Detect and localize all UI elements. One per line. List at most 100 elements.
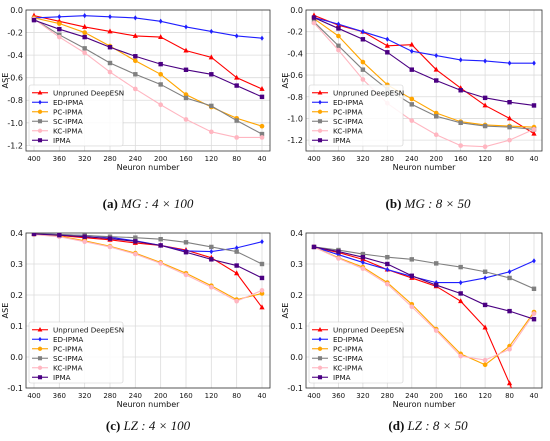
plot-area: [311, 12, 537, 150]
point-sc-ipma: [234, 118, 239, 123]
point-pc-ipma: [360, 59, 366, 65]
point-ipma: [360, 254, 366, 260]
legend-label: SC-IPMA: [53, 117, 83, 126]
x-tick-label: 160: [179, 392, 192, 400]
legend: Unpruned DeepESNED-IPMAPC-IPMASC-IPMAKC-…: [308, 321, 404, 384]
point-ed-ipma: [507, 269, 512, 275]
point-sc-ipma: [360, 67, 366, 72]
legend-label: ED-IPMA: [53, 335, 83, 344]
point-sc-ipma: [507, 275, 512, 281]
legend-label: SC-IPMA: [333, 354, 363, 363]
point-unpruned-deepesn: [531, 130, 537, 136]
x-tick-label: 360: [53, 155, 66, 163]
y-axis-label: ASE: [1, 73, 10, 89]
point-ipma: [158, 61, 163, 67]
series-line-sc-ipma: [33, 233, 263, 265]
point-unpruned-deepesn: [506, 380, 513, 386]
x-tick-label: 120: [205, 155, 218, 163]
point-ipma: [31, 233, 37, 237]
point-unpruned-deepesn: [234, 74, 240, 80]
caption-c: (c) LZ : 4 × 100: [105, 418, 191, 433]
point-unpruned-deepesn: [384, 42, 390, 48]
y-tick-label: -0.1: [7, 384, 23, 393]
x-tick-label: 360: [332, 392, 345, 400]
point-sc-ipma: [409, 102, 414, 107]
point-kc-ipma: [107, 244, 113, 250]
legend-label: SC-IPMA: [333, 117, 363, 126]
x-tick-label: 400: [307, 155, 320, 163]
point-kc-ipma: [259, 135, 265, 140]
legend-marker: [318, 99, 322, 105]
point-ed-ipma: [483, 275, 487, 281]
point-sc-ipma: [360, 251, 366, 257]
legend-box: [28, 84, 124, 147]
point-ed-ipma: [532, 60, 536, 66]
point-unpruned-deepesn: [82, 23, 88, 29]
point-ipma: [531, 103, 537, 108]
y-tick-label: -0.6: [287, 71, 303, 80]
y-tick-label: 0.4: [10, 229, 23, 238]
point-pc-ipma: [409, 96, 415, 102]
caption-d: (d) LZ : 8 × 50: [388, 418, 468, 433]
point-ipma: [158, 243, 163, 248]
y-tick-label: -1.0: [287, 114, 303, 123]
point-ipma: [107, 236, 113, 241]
point-unpruned-deepesn: [482, 102, 488, 108]
legend-marker: [317, 365, 323, 370]
point-ipma: [311, 244, 317, 250]
point-kc-ipma: [259, 288, 265, 293]
y-tick-label: -0.4: [7, 51, 23, 60]
point-ed-ipma: [57, 14, 62, 20]
legend-marker: [37, 128, 43, 133]
point-ed-ipma: [158, 18, 163, 24]
y-axis-label: ASE: [1, 303, 10, 319]
x-tick-label: 320: [78, 155, 91, 163]
x-tick-label: 400: [27, 392, 40, 400]
point-ipma: [31, 17, 37, 23]
point-kc-ipma: [458, 353, 464, 359]
axes-frame: [305, 232, 543, 389]
point-ipma: [209, 257, 214, 262]
point-unpruned-deepesn: [482, 324, 488, 330]
x-tick-label: 80: [505, 392, 514, 400]
legend-marker: [317, 119, 323, 124]
point-ipma: [385, 50, 390, 55]
point-kc-ipma: [458, 143, 464, 148]
point-kc-ipma: [158, 261, 164, 266]
point-ed-ipma: [260, 239, 264, 245]
y-tick-label: 0.0: [290, 353, 303, 362]
series-line-unpruned-deepesn: [33, 15, 263, 90]
point-unpruned-deepesn: [259, 304, 265, 310]
legend-box: [308, 321, 404, 384]
point-kc-ipma: [82, 50, 88, 56]
point-ed-ipma: [209, 28, 214, 35]
point-ipma: [259, 94, 265, 100]
y-tick-label: 0.2: [290, 291, 303, 300]
plot-area: [31, 12, 265, 140]
legend-label: IPMA: [53, 373, 71, 382]
legend-marker: [317, 89, 323, 95]
series-line-unpruned-deepesn: [33, 233, 263, 308]
point-sc-ipma: [434, 114, 439, 119]
point-ipma: [458, 291, 463, 296]
point-sc-ipma: [209, 244, 214, 250]
caption-b: (b) MG : 8 × 50: [385, 196, 471, 211]
point-unpruned-deepesn: [458, 298, 464, 304]
x-axis-label: Neuron number: [117, 400, 181, 409]
point-ed-ipma: [82, 13, 87, 19]
point-ipma: [57, 233, 62, 238]
legend-marker: [38, 99, 42, 105]
point-unpruned-deepesn: [433, 66, 439, 72]
x-tick-label: 240: [405, 155, 418, 163]
legend-label: PC-IPMA: [53, 108, 83, 117]
y-axis-label: ASE: [281, 73, 290, 89]
x-tick-label: 200: [430, 155, 443, 163]
x-tick-label: 320: [356, 392, 369, 400]
point-kc-ipma: [531, 126, 537, 132]
point-unpruned-deepesn: [132, 32, 138, 38]
point-sc-ipma: [183, 95, 189, 101]
point-unpruned-deepesn: [409, 41, 415, 47]
x-tick-label: 320: [356, 155, 369, 163]
x-tick-label: 240: [129, 392, 142, 400]
point-kc-ipma: [482, 357, 488, 363]
